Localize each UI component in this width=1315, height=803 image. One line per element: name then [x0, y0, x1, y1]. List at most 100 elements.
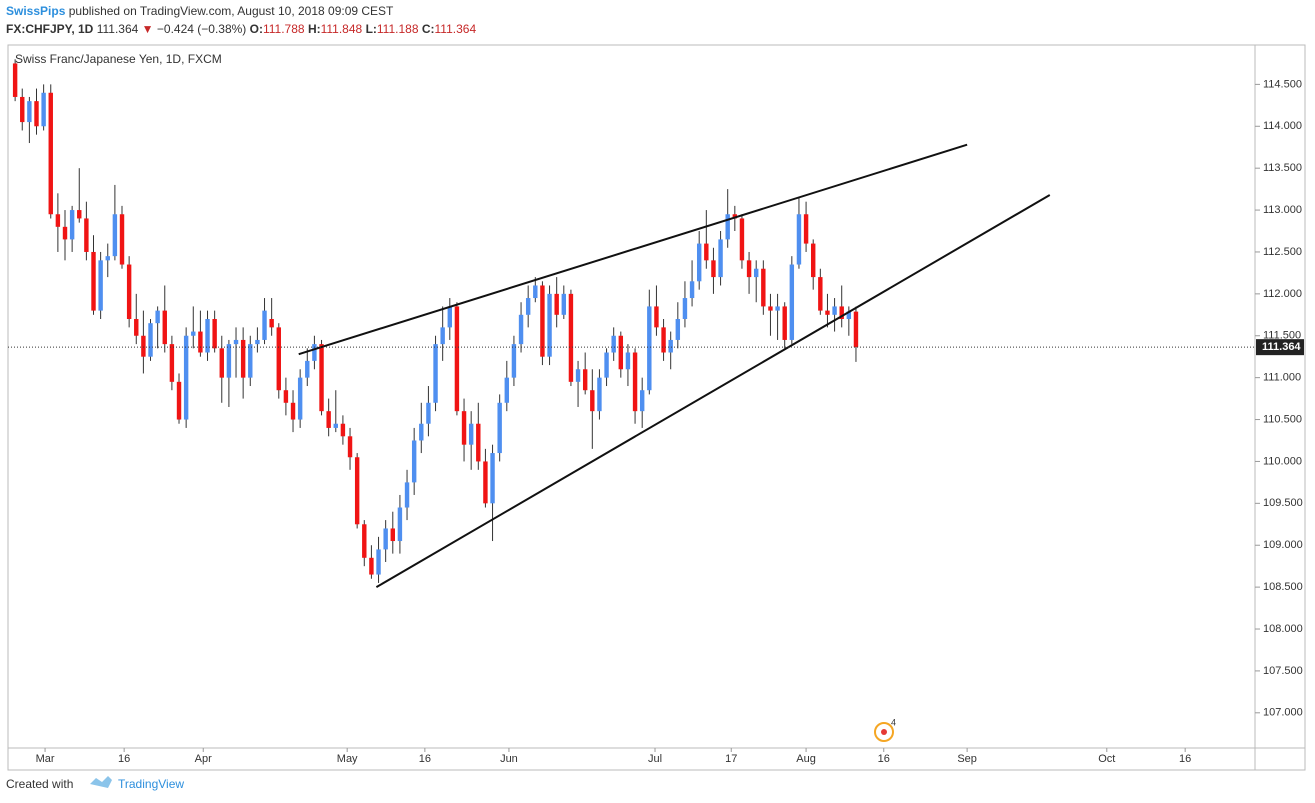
candle-body [162, 310, 167, 345]
candle-body [711, 260, 716, 278]
candle-body [483, 461, 488, 504]
x-tick-label: 17 [725, 753, 737, 765]
x-tick-label: 16 [878, 753, 890, 765]
candle-body [668, 339, 673, 353]
candle-body [675, 318, 681, 340]
open: 111.788 [262, 22, 305, 36]
x-tick-label: Oct [1098, 753, 1115, 765]
candle-body [126, 264, 132, 319]
candle-body [597, 377, 602, 412]
candle-body [397, 507, 403, 542]
candle-body [461, 411, 467, 445]
last: 111.364 [96, 22, 139, 36]
y-tick-label: 109.000 [1263, 539, 1303, 551]
candle-body [497, 402, 502, 454]
brand[interactable]: TradingView [118, 777, 184, 791]
candle-body [454, 306, 460, 412]
candle-body [48, 92, 53, 215]
frame [7, 44, 1306, 771]
change: −0.424 (−0.38%) [156, 22, 247, 36]
candle-body [248, 344, 253, 378]
close: 111.364 [434, 22, 477, 36]
candle-body [219, 348, 224, 378]
candle-body [775, 306, 780, 311]
candle-body [276, 327, 281, 391]
candle-body [290, 402, 296, 420]
arrow: ▼ [141, 22, 154, 36]
low: 111.188 [376, 22, 419, 36]
candle-body [839, 306, 844, 319]
candle-body [611, 335, 616, 353]
author[interactable]: SwissPips [6, 4, 66, 18]
y-tick-label: 111.500 [1263, 330, 1301, 342]
y-tick-label: 110.000 [1263, 455, 1302, 467]
candle-body [376, 549, 381, 575]
candle-body [362, 524, 367, 558]
candle-body [84, 218, 89, 252]
candle-body [639, 390, 645, 412]
candle-body [704, 243, 709, 261]
candle-body [91, 251, 96, 311]
candle-body [226, 344, 232, 378]
candle-body [77, 210, 82, 219]
candle-body [447, 306, 453, 328]
candle-body [440, 327, 445, 345]
x-tick-label: 16 [1179, 753, 1191, 765]
candle-body [518, 314, 524, 345]
trendline [375, 194, 1051, 588]
candle-body [604, 352, 609, 378]
x-tick-label: 16 [419, 753, 431, 765]
x-tick-label: Jun [500, 753, 518, 765]
candle-body [326, 411, 331, 428]
candle-body [568, 293, 574, 382]
candle-body [768, 306, 773, 311]
candle-body [504, 377, 510, 403]
h-label: H: [307, 22, 321, 36]
candle-body [319, 344, 324, 412]
y-tick-label: 108.500 [1263, 581, 1303, 593]
candle-body [369, 557, 374, 575]
candle-body [390, 528, 395, 542]
l-label: L: [365, 22, 377, 36]
candle-body [212, 318, 217, 349]
candle-body [255, 339, 260, 345]
candle-body [305, 360, 310, 378]
candle-body [582, 369, 588, 391]
x-tick-label: Apr [195, 753, 212, 765]
candle-body [340, 423, 346, 437]
y-tick-label: 110.500 [1263, 413, 1302, 425]
x-tick-label: May [337, 753, 358, 765]
candle-body [789, 264, 795, 340]
created-with: Created with [6, 777, 73, 791]
candle-body [119, 214, 125, 265]
candle-body [411, 440, 417, 483]
candle-body [176, 381, 182, 420]
candle-body [739, 218, 745, 261]
candle-body [155, 310, 160, 324]
candle-body [511, 344, 517, 378]
candle-body [240, 339, 246, 378]
candle-body [654, 306, 659, 328]
candle-body [533, 285, 538, 299]
candle-body [183, 335, 189, 420]
candle-body [540, 285, 545, 357]
candle-body [419, 423, 424, 441]
candle-body [262, 310, 267, 340]
candle-body [725, 214, 730, 240]
candle-body [55, 214, 61, 227]
candle-body [853, 311, 859, 348]
candle-body [426, 402, 431, 424]
publish-line: SwissPips published on TradingView.com, … [6, 4, 393, 18]
candle-body [98, 260, 103, 311]
candle-body [468, 423, 474, 445]
candle-body [134, 318, 139, 336]
high: 111.848 [320, 22, 363, 36]
published: published on TradingView.com, August 10,… [68, 4, 394, 18]
candle-body [312, 344, 317, 361]
candle-body [547, 293, 552, 357]
candle-body [69, 210, 75, 240]
candle-body [354, 457, 360, 525]
event-dot [881, 729, 887, 735]
candle-body [590, 390, 595, 412]
